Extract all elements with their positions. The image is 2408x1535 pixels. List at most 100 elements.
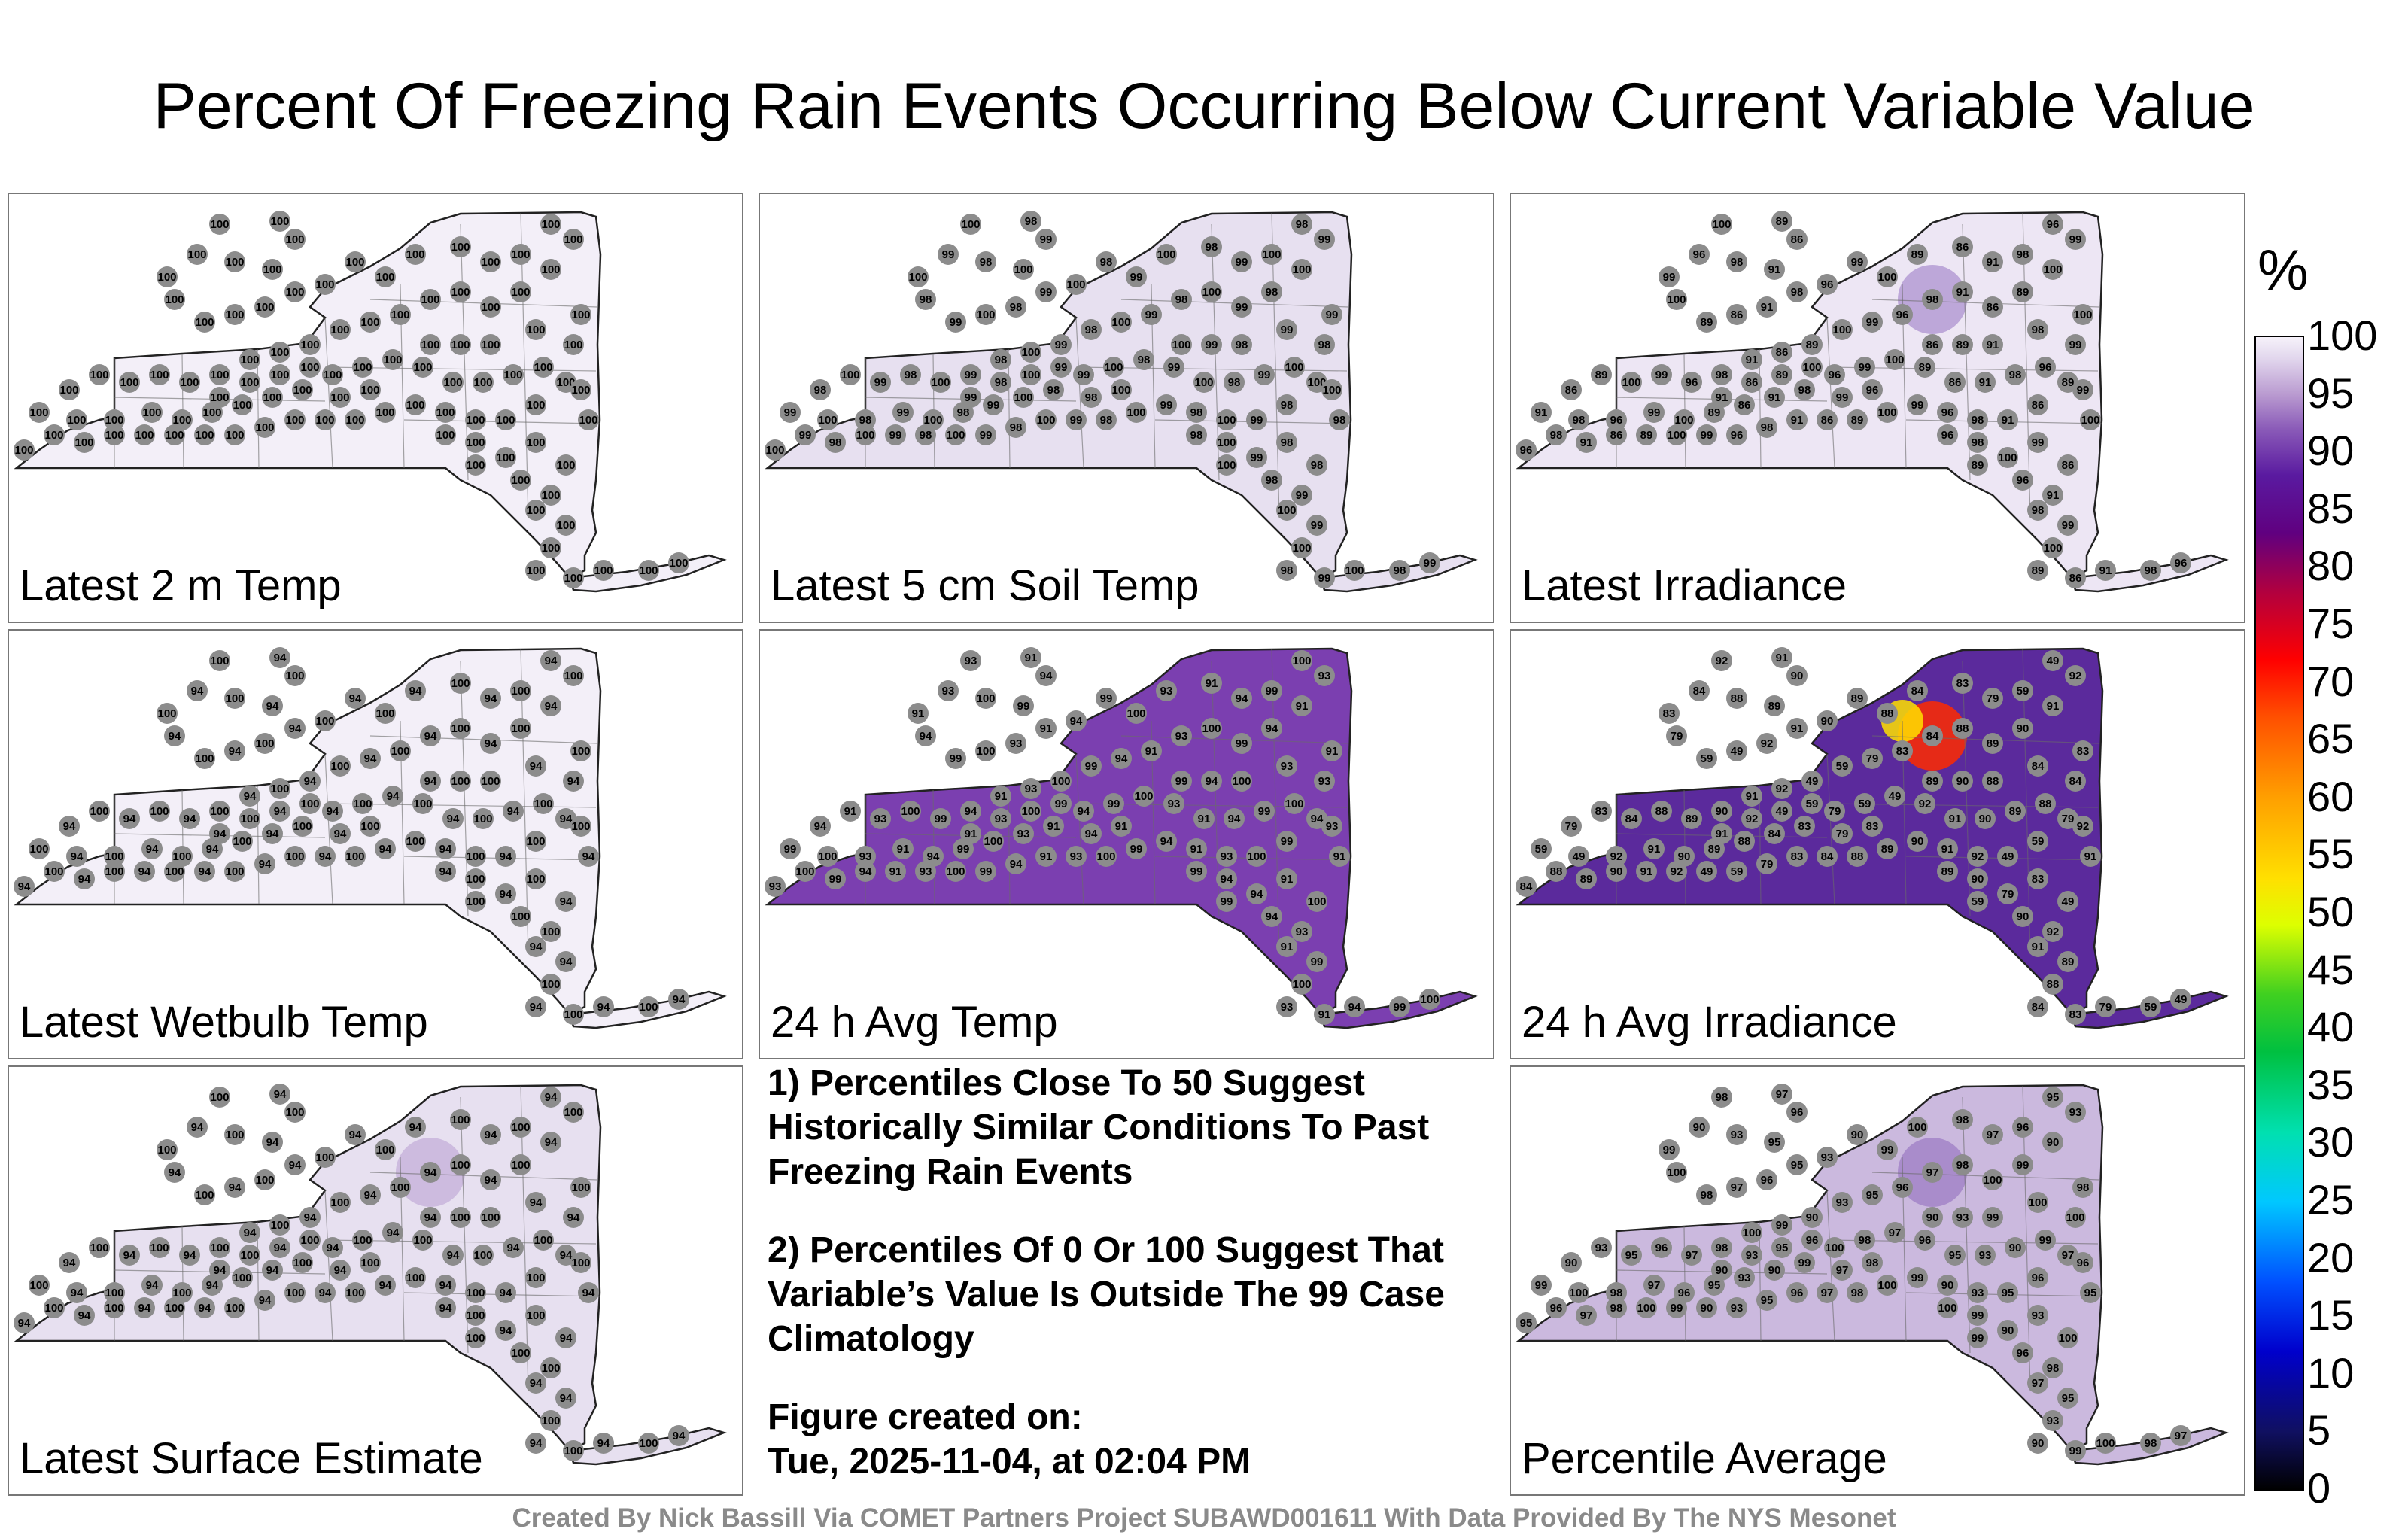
station-marker: 93 bbox=[870, 808, 891, 829]
station-value: 99 bbox=[1535, 1279, 1548, 1292]
station-value: 49 bbox=[1731, 745, 1744, 758]
station-marker: 94 bbox=[525, 1192, 546, 1213]
station-value: 100 bbox=[1292, 542, 1311, 555]
station-marker: 100 bbox=[435, 424, 456, 445]
station-value: 89 bbox=[2062, 956, 2075, 968]
station-value: 100 bbox=[1877, 406, 1896, 419]
station-marker: 91 bbox=[2095, 560, 2116, 581]
station-marker: 94 bbox=[315, 846, 336, 867]
station-marker: 89 bbox=[1922, 771, 1943, 792]
station-value: 89 bbox=[2062, 376, 2075, 389]
station-value: 83 bbox=[1595, 805, 1608, 818]
station-value: 100 bbox=[360, 316, 379, 329]
station-marker: 100 bbox=[1997, 447, 2018, 468]
station-value: 98 bbox=[1228, 376, 1241, 389]
station-value: 99 bbox=[1055, 339, 1068, 351]
station-marker: 93 bbox=[915, 861, 936, 882]
station-marker: 99 bbox=[1246, 447, 1267, 468]
station-marker: 100 bbox=[375, 703, 396, 724]
station-marker: 100 bbox=[1877, 402, 1898, 423]
station-value: 94 bbox=[289, 722, 302, 735]
station-value: 94 bbox=[1251, 888, 1263, 901]
ny-map: 100 9410094100941009410094100941009410094… bbox=[14, 1084, 727, 1466]
station-marker: 100 bbox=[1020, 801, 1041, 822]
station-value: 88 bbox=[1655, 805, 1668, 818]
station-marker: 100 bbox=[1035, 409, 1057, 430]
station-marker: 96 bbox=[1756, 1169, 1777, 1190]
station-marker: 98 bbox=[825, 432, 846, 453]
station-value: 100 bbox=[225, 309, 244, 321]
station-marker: 92 bbox=[1771, 778, 1792, 799]
station-value: 100 bbox=[511, 685, 530, 698]
station-value: 100 bbox=[541, 926, 560, 938]
station-marker: 100 bbox=[765, 439, 786, 460]
station-value: 89 bbox=[1972, 459, 1984, 472]
station-value: 96 bbox=[2032, 1272, 2045, 1284]
station-marker: 100 bbox=[209, 650, 230, 671]
station-marker: 100 bbox=[209, 364, 230, 385]
station-marker: 100 bbox=[668, 552, 689, 573]
station-marker: 100 bbox=[465, 1305, 486, 1326]
station-marker: 91 bbox=[1186, 838, 1207, 859]
station-marker: 100 bbox=[1013, 259, 1034, 280]
station-marker: 100 bbox=[284, 281, 306, 302]
station-value: 100 bbox=[270, 369, 289, 381]
station-marker: 100 bbox=[1126, 703, 1147, 724]
station-value: 100 bbox=[233, 399, 251, 412]
station-value: 99 bbox=[1190, 865, 1203, 878]
station-marker: 99 bbox=[960, 387, 981, 408]
station-marker: 100 bbox=[840, 364, 861, 385]
station-value: 100 bbox=[436, 406, 455, 419]
station-marker: 94 bbox=[224, 1177, 245, 1198]
colorbar-tick: 45 bbox=[2307, 945, 2355, 993]
station-marker: 89 bbox=[2005, 801, 2026, 822]
station-marker: 98 bbox=[1224, 372, 1245, 393]
station-value: 100 bbox=[120, 376, 138, 389]
station-value: 99 bbox=[1836, 391, 1849, 404]
colorbar-tick: 70 bbox=[2307, 657, 2355, 705]
station-marker: 90 bbox=[2027, 1433, 2048, 1454]
station-value: 100 bbox=[1877, 271, 1896, 284]
station-marker: 90 bbox=[2012, 718, 2033, 739]
station-marker: 100 bbox=[224, 1297, 245, 1318]
station-value: 100 bbox=[375, 271, 394, 284]
station-marker: 99 bbox=[938, 244, 959, 265]
station-value: 91 bbox=[2084, 850, 2097, 863]
station-value: 100 bbox=[135, 429, 154, 442]
station-value: 100 bbox=[300, 798, 319, 810]
station-marker: 99 bbox=[1035, 229, 1057, 250]
station-value: 100 bbox=[1051, 775, 1070, 788]
station-value: 100 bbox=[2043, 542, 2062, 555]
station-value: 91 bbox=[1333, 850, 1346, 863]
station-marker: 100 bbox=[1306, 891, 1327, 912]
station-value: 92 bbox=[1972, 850, 1984, 863]
station-value: 91 bbox=[1318, 1008, 1331, 1021]
station-value: 98 bbox=[1610, 1302, 1623, 1315]
station-marker: 86 bbox=[1606, 424, 1627, 445]
station-marker: 100 bbox=[1666, 424, 1687, 445]
station-marker: 95 bbox=[1786, 1154, 1808, 1175]
station-value: 100 bbox=[210, 218, 229, 231]
station-marker: 100 bbox=[382, 349, 403, 370]
station-value: 100 bbox=[315, 414, 334, 427]
station-value: 89 bbox=[1640, 429, 1653, 442]
station-marker: 94 bbox=[1073, 801, 1094, 822]
station-value: 89 bbox=[1595, 369, 1608, 381]
station-value: 94 bbox=[567, 1211, 580, 1224]
station-marker: 94 bbox=[269, 647, 290, 668]
station-value: 100 bbox=[534, 361, 552, 374]
station-marker: 93 bbox=[1952, 1207, 1973, 1228]
station-marker: 100 bbox=[480, 771, 501, 792]
station-value: 94 bbox=[1266, 910, 1278, 923]
station-marker: 94 bbox=[1216, 868, 1237, 889]
station-marker: 94 bbox=[420, 1162, 441, 1183]
station-marker: 98 bbox=[1005, 296, 1026, 318]
station-value: 100 bbox=[195, 429, 214, 442]
station-value: 99 bbox=[1017, 700, 1030, 713]
station-marker: 94 bbox=[442, 1245, 464, 1266]
station-marker: 100 bbox=[59, 379, 80, 400]
station-value: 99 bbox=[1108, 798, 1120, 810]
station-value: 98 bbox=[1716, 369, 1728, 381]
station-marker: 84 bbox=[1764, 823, 1785, 844]
station-value: 98 bbox=[1236, 339, 1248, 351]
